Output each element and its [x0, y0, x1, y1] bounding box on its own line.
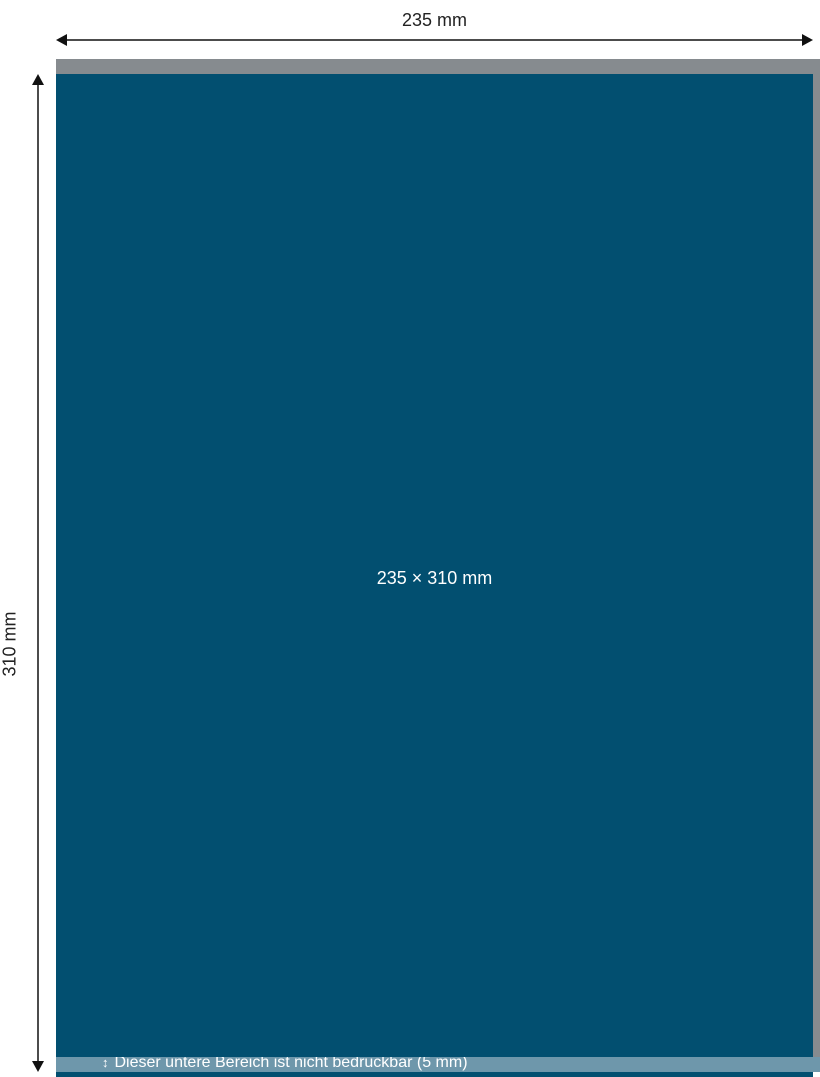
height-arrow-icon	[32, 74, 44, 1072]
width-arrow-icon	[56, 34, 813, 46]
width-label: 235 mm	[401, 10, 468, 30]
non-printable-note: Dieser untere Bereich ist nicht bedruckb…	[114, 1057, 468, 1071]
vertical-double-arrow-icon: ↕	[102, 1057, 109, 1070]
non-printable-strip: ↕ Dieser untere Bereich ist nicht bedruck…	[56, 1057, 820, 1072]
non-printable-note-row: ↕ Dieser untere Bereich ist nicht bedruck…	[102, 1057, 468, 1072]
height-label: 310 mm	[0, 611, 20, 677]
print-sheet: 235 × 310 mm	[56, 74, 813, 1077]
sheet-size-label: 235 × 310 mm	[376, 568, 493, 588]
width-dimension: 235 mm	[56, 10, 813, 50]
height-dimension: 310 mm	[0, 74, 48, 1072]
